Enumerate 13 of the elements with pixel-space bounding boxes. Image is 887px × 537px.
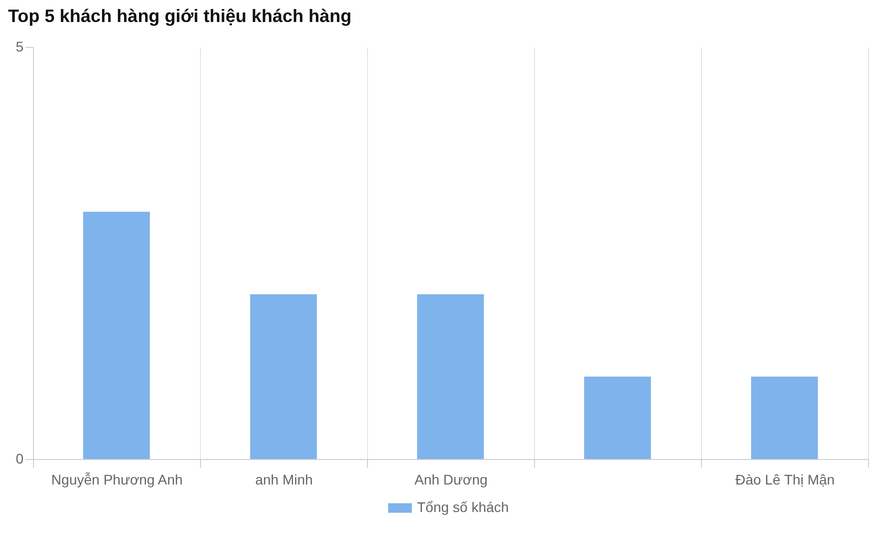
bar <box>417 294 484 459</box>
x-tick-label: Đào Lê Thị Mận <box>735 472 835 488</box>
bar <box>250 294 317 459</box>
bar <box>83 212 150 459</box>
y-tick-label: 5 <box>16 38 24 54</box>
x-tick-label: Anh Dương <box>414 472 488 488</box>
bar <box>751 376 818 459</box>
bar <box>584 376 651 459</box>
chart-title: Top 5 khách hàng giới thiệu khách hàng <box>8 6 352 26</box>
x-tick-label: anh Minh <box>255 472 313 488</box>
y-tick-label: 0 <box>16 450 24 466</box>
x-tick-label: Nguyễn Phương Anh <box>51 472 183 488</box>
legend-label: Tổng số khách <box>417 499 509 515</box>
